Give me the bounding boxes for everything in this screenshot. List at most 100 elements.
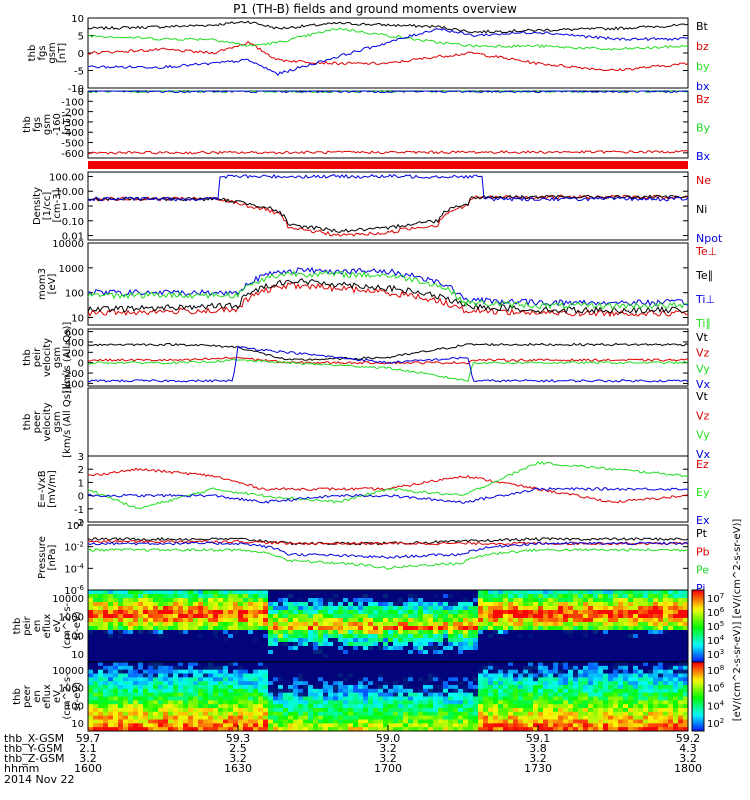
spectrogram-cell <box>653 665 659 671</box>
spectrogram-cell <box>173 634 179 639</box>
spectrogram-cell <box>638 594 644 599</box>
spectrogram-cell <box>448 708 454 713</box>
y-axis-label: eflux <box>42 684 53 709</box>
spectrogram-cell <box>658 711 664 717</box>
spectrogram-cell <box>313 614 319 619</box>
spectrogram-cell <box>503 669 509 674</box>
spectrogram-cell <box>493 673 499 678</box>
spectrogram-cell <box>648 665 654 671</box>
spectrogram-cell <box>388 646 394 651</box>
spectrogram-cell <box>438 708 444 713</box>
spectrogram-cell <box>613 688 619 694</box>
spectrogram-cell <box>198 626 204 631</box>
spectrogram-cell <box>223 723 229 728</box>
spectrogram-cell <box>563 646 569 651</box>
y-axis-label: Density <box>32 187 43 225</box>
spectrogram-cell <box>293 650 299 655</box>
spectrogram-cell <box>288 673 294 678</box>
spectrogram-cell <box>408 654 414 659</box>
spectrogram-cell <box>118 646 124 651</box>
spectrogram-cell <box>213 692 219 697</box>
spectrogram-cell <box>208 646 214 651</box>
spectrogram-cell <box>503 614 509 619</box>
spectrogram-cell <box>623 626 629 631</box>
spectrogram-cell <box>373 685 379 690</box>
spectrogram-cell <box>503 590 509 595</box>
spectrogram-cell <box>383 704 389 709</box>
spectrogram-cell <box>238 646 244 651</box>
spectrogram-cell <box>428 658 434 663</box>
spectrogram-cell <box>333 614 339 619</box>
spectrogram-cell <box>558 634 564 639</box>
spectrogram-cell <box>223 646 229 651</box>
spectrogram-cell <box>348 594 354 599</box>
spectrogram-cell <box>493 685 499 690</box>
spectrogram-cell <box>298 681 304 686</box>
spectrogram-cell <box>608 719 614 724</box>
spectrogram-cell <box>343 602 349 607</box>
spectrogram-cell <box>468 704 474 709</box>
spectrogram-cell <box>443 602 449 607</box>
spectrogram-cell <box>373 715 379 720</box>
spectrogram-cell <box>643 646 649 651</box>
spectrogram-cell <box>588 677 594 682</box>
spectrogram-cell <box>443 626 449 631</box>
spectrogram-cell <box>483 598 489 603</box>
spectrogram-cell <box>678 622 684 627</box>
footer-value: 3.2 <box>229 752 247 765</box>
spectrogram-cell <box>158 673 164 678</box>
spectrogram-cell <box>523 658 529 663</box>
spectrogram-cell <box>218 590 224 595</box>
spectrogram-cell <box>233 673 239 678</box>
y-axis-label: sr-eV) <box>72 611 83 640</box>
spectrogram-cell <box>203 642 209 647</box>
spectrogram-cell <box>258 696 264 701</box>
spectrogram-cell <box>248 727 254 732</box>
spectrogram-cell <box>318 692 324 697</box>
spectrogram-cell <box>108 711 114 717</box>
spectrogram-cell <box>393 598 399 603</box>
spectrogram-cell <box>418 715 424 720</box>
spectrogram-cell <box>418 681 424 686</box>
spectrogram-cell <box>93 688 99 694</box>
spectrogram-cell <box>98 634 104 639</box>
spectrogram-cell <box>448 646 454 651</box>
spectrogram-cell <box>278 704 284 709</box>
spectrogram-cell <box>293 681 299 686</box>
spectrogram-cell <box>173 654 179 659</box>
spectrogram-cell <box>448 606 454 611</box>
spectrogram-cell <box>563 692 569 697</box>
spectrogram-cell <box>303 727 309 732</box>
spectrogram-cell <box>243 685 249 690</box>
spectrogram-cell <box>558 723 564 728</box>
spectrogram-cell <box>323 622 329 627</box>
spectrogram-cell <box>173 594 179 599</box>
spectrogram-cell <box>403 614 409 619</box>
spectrogram-cell <box>173 618 179 623</box>
spectrogram-cell <box>118 618 124 623</box>
spectrogram-cell <box>163 665 169 671</box>
spectrogram-cell <box>383 700 389 705</box>
spectrogram-cell <box>178 711 184 717</box>
spectrogram-cell <box>483 685 489 690</box>
spectrogram-cell <box>193 594 199 599</box>
spectrogram-cell <box>628 669 634 674</box>
spectrogram-cell <box>103 665 109 671</box>
spectrogram-cell <box>173 723 179 728</box>
spectrogram-cell <box>278 658 284 663</box>
spectrogram-cell <box>148 658 154 663</box>
spectrogram-cell <box>183 658 189 663</box>
spectrogram-cell <box>473 634 479 639</box>
spectrogram-cell <box>293 704 299 709</box>
legend-label: Pt <box>696 527 708 540</box>
spectrogram-cell <box>453 662 459 667</box>
spectrogram-cell <box>193 646 199 651</box>
spectrogram-cell <box>513 654 519 659</box>
spectrogram-cell <box>683 626 689 631</box>
spectrogram-cell <box>268 700 274 705</box>
spectrogram-cell <box>208 719 214 724</box>
spectrogram-cell <box>558 700 564 705</box>
spectrogram-cell <box>468 723 474 728</box>
spectrogram-cell <box>658 654 664 659</box>
spectrogram-cell <box>228 646 234 651</box>
